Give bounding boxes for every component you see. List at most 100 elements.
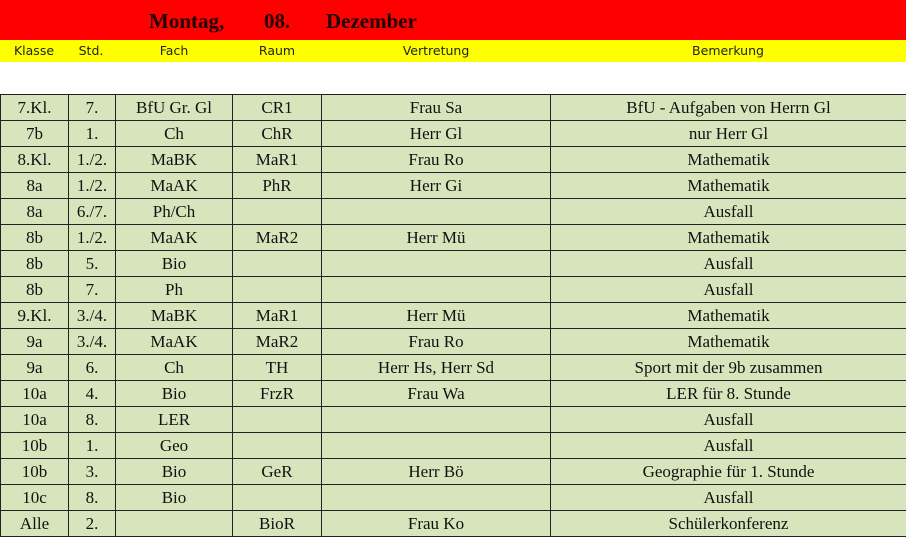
cell-vertretung: [321, 276, 551, 303]
cell-std: 3./4.: [68, 328, 116, 355]
header-fach: Fach: [159, 43, 189, 58]
cell-fach: LER: [115, 406, 233, 433]
cell-bemerkung: Mathematik: [550, 302, 906, 329]
cell-raum: BioR: [232, 510, 322, 537]
cell-klasse: 8a: [0, 172, 69, 199]
cell-raum: [232, 250, 322, 277]
cell-raum: MaR2: [232, 328, 322, 355]
cell-fach: MaAK: [115, 328, 233, 355]
cell-raum: [232, 406, 322, 433]
table-row: 9a 6. Ch TH Herr Hs, Herr Sd Sport mit der 9b…: [0, 354, 906, 381]
cell-bemerkung: Mathematik: [550, 224, 906, 251]
cell-vertretung: Herr Gl: [321, 120, 551, 147]
cell-std: 1./2.: [68, 172, 116, 199]
table-row: Alle 2. BioR Frau Ko Schülerkonferenz: [0, 510, 906, 537]
cell-std: 7.: [68, 94, 116, 121]
table-row: 7b 1. Ch ChR Herr Gl nur Herr Gl: [0, 120, 906, 147]
cell-raum: [232, 484, 322, 511]
cell-fach: MaAK: [115, 224, 233, 251]
cell-bemerkung: Geographie für 1. Stunde: [550, 458, 906, 485]
substitution-table: 7.Kl. 7. BfU Gr. Gl CR1 Frau Sa BfU - Aufgabe…: [0, 94, 906, 537]
cell-raum: GeR: [232, 458, 322, 485]
cell-fach: MaAK: [115, 172, 233, 199]
cell-raum: MaR2: [232, 224, 322, 251]
table-row: 8a 1./2. MaAK PhR Herr Gi Mathematik: [0, 172, 906, 199]
title-day: Montag,: [149, 9, 225, 33]
cell-bemerkung: Ausfall: [550, 484, 906, 511]
cell-std: 1./2.: [68, 146, 116, 173]
table-row: 8b 5. Bio Ausfall: [0, 250, 906, 277]
cell-bemerkung: Ausfall: [550, 432, 906, 459]
cell-fach: BfU Gr. Gl: [115, 94, 233, 121]
header-std: Std.: [78, 43, 104, 58]
cell-klasse: 9a: [0, 328, 69, 355]
table-row: 8.Kl. 1./2. MaBK MaR1 Frau Ro Mathematik: [0, 146, 906, 173]
cell-std: 5.: [68, 250, 116, 277]
table-row: 9a 3./4. MaAK MaR2 Frau Ro Mathematik: [0, 328, 906, 355]
cell-raum: ChR: [232, 120, 322, 147]
table-row: 7.Kl. 7. BfU Gr. Gl CR1 Frau Sa BfU - Aufgabe…: [0, 94, 906, 121]
cell-klasse: 8b: [0, 224, 69, 251]
cell-bemerkung: Ausfall: [550, 198, 906, 225]
cell-klasse: 9a: [0, 354, 69, 381]
cell-vertretung: Herr Mü: [321, 224, 551, 251]
cell-bemerkung: BfU - Aufgaben von Herrn Gl: [550, 94, 906, 121]
cell-bemerkung: Mathematik: [550, 172, 906, 199]
cell-bemerkung: Ausfall: [550, 250, 906, 277]
cell-klasse: 8a: [0, 198, 69, 225]
column-header-bar: Klasse Std. Fach Raum Vertretung Bemerku…: [0, 40, 906, 62]
cell-klasse: 9.Kl.: [0, 302, 69, 329]
cell-klasse: 10a: [0, 380, 69, 407]
cell-fach: Bio: [115, 484, 233, 511]
cell-vertretung: [321, 198, 551, 225]
cell-bemerkung: Mathematik: [550, 146, 906, 173]
cell-vertretung: Herr Bö: [321, 458, 551, 485]
title-month: Dezember: [326, 9, 417, 33]
cell-bemerkung: Ausfall: [550, 276, 906, 303]
cell-bemerkung: Schülerkonferenz: [550, 510, 906, 537]
table-row: 9.Kl. 3./4. MaBK MaR1 Herr Mü Mathematik: [0, 302, 906, 329]
cell-vertretung: Frau Wa: [321, 380, 551, 407]
cell-raum: CR1: [232, 94, 322, 121]
cell-fach: Geo: [115, 432, 233, 459]
cell-raum: [232, 276, 322, 303]
cell-klasse: Alle: [0, 510, 69, 537]
table-row: 10b 1. Geo Ausfall: [0, 432, 906, 459]
cell-klasse: 8b: [0, 276, 69, 303]
cell-std: 6.: [68, 354, 116, 381]
cell-std: 4.: [68, 380, 116, 407]
cell-vertretung: [321, 406, 551, 433]
cell-std: 1.: [68, 120, 116, 147]
cell-fach: [115, 510, 233, 537]
cell-vertretung: [321, 432, 551, 459]
cell-fach: Ch: [115, 120, 233, 147]
cell-fach: Bio: [115, 250, 233, 277]
cell-std: 8.: [68, 484, 116, 511]
header-vertretung: Vertretung: [402, 43, 470, 58]
cell-raum: MaR1: [232, 302, 322, 329]
table-row: 8a 6./7. Ph/Ch Ausfall: [0, 198, 906, 225]
cell-fach: Bio: [115, 458, 233, 485]
cell-klasse: 10c: [0, 484, 69, 511]
cell-klasse: 8b: [0, 250, 69, 277]
cell-raum: PhR: [232, 172, 322, 199]
title-date: 08.: [264, 9, 291, 33]
cell-vertretung: Herr Mü: [321, 302, 551, 329]
cell-bemerkung: Sport mit der 9b zusammen: [550, 354, 906, 381]
cell-klasse: 8.Kl.: [0, 146, 69, 173]
cell-raum: FrzR: [232, 380, 322, 407]
cell-std: 3./4.: [68, 302, 116, 329]
cell-std: 7.: [68, 276, 116, 303]
table-row: 10c 8. Bio Ausfall: [0, 484, 906, 511]
cell-vertretung: Frau Ko: [321, 510, 551, 537]
table-row: 8b 1./2. MaAK MaR2 Herr Mü Mathematik: [0, 224, 906, 251]
table-row: 10a 8. LER Ausfall: [0, 406, 906, 433]
cell-raum: [232, 198, 322, 225]
cell-fach: Ch: [115, 354, 233, 381]
cell-fach: Ph: [115, 276, 233, 303]
cell-klasse: 7.Kl.: [0, 94, 69, 121]
cell-vertretung: [321, 484, 551, 511]
cell-std: 8.: [68, 406, 116, 433]
cell-klasse: 10b: [0, 458, 69, 485]
cell-std: 3.: [68, 458, 116, 485]
